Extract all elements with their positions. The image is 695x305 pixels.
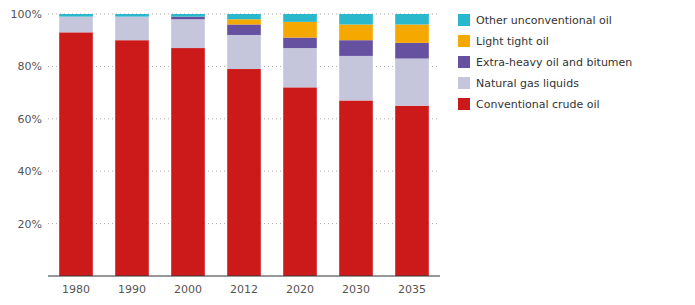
legend-swatch [458,35,470,47]
bar-segment [59,14,93,17]
x-tick-label: 2030 [342,283,370,296]
y-tick-label: 60% [18,113,42,126]
bar-segment [59,32,93,276]
bar-segment [283,87,317,276]
legend-label: Natural gas liquids [476,77,579,90]
bar-segment [339,24,373,40]
x-tick-label: 2020 [286,283,314,296]
bar-segment [339,14,373,24]
bar-segment [171,48,205,276]
bar-segment [339,100,373,276]
bar-segment [283,14,317,22]
legend-label: Light tight oil [476,35,549,48]
y-tick-label: 100% [11,8,42,21]
bar-segment [171,19,205,48]
bar-segment [115,14,149,17]
legend: Other unconventional oil Light tight oil E… [458,14,632,111]
legend-label: Conventional crude oil [476,98,600,111]
bar-segment [115,40,149,276]
bar-segment [395,14,429,24]
y-tick-label: 20% [18,218,42,231]
x-tick-label: 2012 [230,283,258,296]
bar-segment [59,17,93,33]
bar-segment [395,106,429,276]
legend-label: Other unconventional oil [476,14,612,27]
y-tick-label: 80% [18,60,42,73]
bar-segment [227,69,261,276]
x-tick-label: 1980 [62,283,90,296]
y-tick-label: 40% [18,165,42,178]
chart-svg: 20% 40% 60% 80% 100% 1980 1990 2000 2012 2020 2030… [0,0,695,305]
bar-segment [171,17,205,20]
chart-container: 20% 40% 60% 80% 100% 1980 1990 2000 2012 2020 2030… [0,0,695,305]
bar-segment [171,14,205,17]
legend-swatch [458,77,470,89]
bar-segment [227,24,261,34]
bar-segment [227,35,261,69]
bar-segment [283,22,317,38]
bar-segment [283,38,317,48]
bar-segment [395,59,429,106]
legend-swatch [458,56,470,68]
x-axis-line [48,276,440,277]
x-tick-label: 2000 [174,283,202,296]
bar-segment [395,43,429,59]
bar-segment [283,48,317,87]
bar-segment [227,14,261,19]
legend-swatch [458,98,470,110]
bar-segment [339,40,373,56]
legend-label: Extra-heavy oil and bitumen [476,56,632,69]
bar-segment [395,24,429,42]
bar-segment [115,17,149,41]
bars [59,14,429,276]
bar-segment [227,19,261,24]
x-tick-label: 2035 [398,283,426,296]
x-tick-label: 1990 [118,283,146,296]
legend-swatch [458,14,470,26]
bar-segment [339,56,373,101]
